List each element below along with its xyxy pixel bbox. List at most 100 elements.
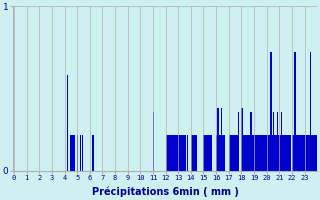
Bar <box>288 135 289 171</box>
Bar <box>229 135 230 171</box>
Bar <box>216 135 217 171</box>
Bar <box>220 135 221 171</box>
Bar <box>192 135 193 171</box>
Bar <box>268 135 269 171</box>
Bar <box>178 135 180 171</box>
Bar <box>193 135 195 171</box>
Bar <box>71 135 72 171</box>
Bar <box>238 112 239 171</box>
Bar <box>253 135 254 171</box>
Bar <box>174 135 176 171</box>
Bar <box>177 135 178 171</box>
Bar <box>262 135 263 171</box>
Bar <box>181 135 182 171</box>
Bar <box>272 135 273 171</box>
Bar <box>313 135 315 171</box>
Bar <box>171 135 172 171</box>
Bar <box>195 135 196 171</box>
Bar <box>249 135 250 171</box>
Bar <box>287 135 288 171</box>
Bar <box>169 135 171 171</box>
Bar <box>80 135 81 171</box>
Bar <box>153 112 154 171</box>
Bar <box>67 75 68 171</box>
Bar <box>241 108 243 171</box>
Bar <box>265 135 267 171</box>
Bar <box>92 135 93 171</box>
Bar <box>173 135 174 171</box>
Bar <box>315 135 316 171</box>
Bar <box>308 135 310 171</box>
Bar <box>222 135 224 171</box>
Bar <box>305 135 306 171</box>
Bar <box>282 135 283 171</box>
Bar <box>277 112 278 171</box>
Bar <box>257 135 258 171</box>
Bar <box>254 135 255 171</box>
Bar <box>172 135 173 171</box>
Bar <box>219 135 220 171</box>
Bar <box>209 135 210 171</box>
Bar <box>267 135 268 171</box>
Bar <box>312 135 313 171</box>
Bar <box>311 135 312 171</box>
Bar <box>183 135 185 171</box>
Bar <box>286 135 287 171</box>
Bar <box>217 108 219 171</box>
Bar <box>255 135 257 171</box>
Bar <box>276 135 277 171</box>
Bar <box>206 135 207 171</box>
Bar <box>230 135 231 171</box>
Bar <box>260 135 262 171</box>
Bar <box>245 135 246 171</box>
Bar <box>252 135 253 171</box>
Bar <box>244 135 245 171</box>
Bar <box>296 135 297 171</box>
Bar <box>233 135 234 171</box>
Bar <box>204 135 205 171</box>
Bar <box>176 135 177 171</box>
Bar <box>248 135 249 171</box>
Bar <box>196 135 197 171</box>
X-axis label: Précipitations 6min ( mm ): Précipitations 6min ( mm ) <box>92 187 238 197</box>
Bar <box>292 135 293 171</box>
Bar <box>73 135 75 171</box>
Bar <box>274 135 276 171</box>
Bar <box>306 135 307 171</box>
Bar <box>301 135 302 171</box>
Bar <box>281 112 282 171</box>
Bar <box>279 135 281 171</box>
Bar <box>207 135 209 171</box>
Bar <box>284 135 286 171</box>
Bar <box>236 135 238 171</box>
Bar <box>182 135 183 171</box>
Bar <box>187 135 188 171</box>
Bar <box>205 135 206 171</box>
Bar <box>263 135 264 171</box>
Bar <box>243 135 244 171</box>
Bar <box>302 135 303 171</box>
Bar <box>82 135 84 171</box>
Bar <box>316 135 317 171</box>
Bar <box>283 135 284 171</box>
Bar <box>269 135 270 171</box>
Bar <box>294 52 296 171</box>
Bar <box>289 135 291 171</box>
Bar <box>303 135 305 171</box>
Bar <box>168 135 169 171</box>
Bar <box>264 135 265 171</box>
Bar <box>298 135 300 171</box>
Bar <box>307 135 308 171</box>
Bar <box>310 52 311 171</box>
Bar <box>273 112 274 171</box>
Bar <box>69 135 71 171</box>
Bar <box>293 135 294 171</box>
Bar <box>221 108 222 171</box>
Bar <box>211 135 212 171</box>
Bar <box>259 135 260 171</box>
Bar <box>77 135 78 171</box>
Bar <box>185 135 186 171</box>
Bar <box>278 135 279 171</box>
Bar <box>72 135 73 171</box>
Bar <box>270 52 272 171</box>
